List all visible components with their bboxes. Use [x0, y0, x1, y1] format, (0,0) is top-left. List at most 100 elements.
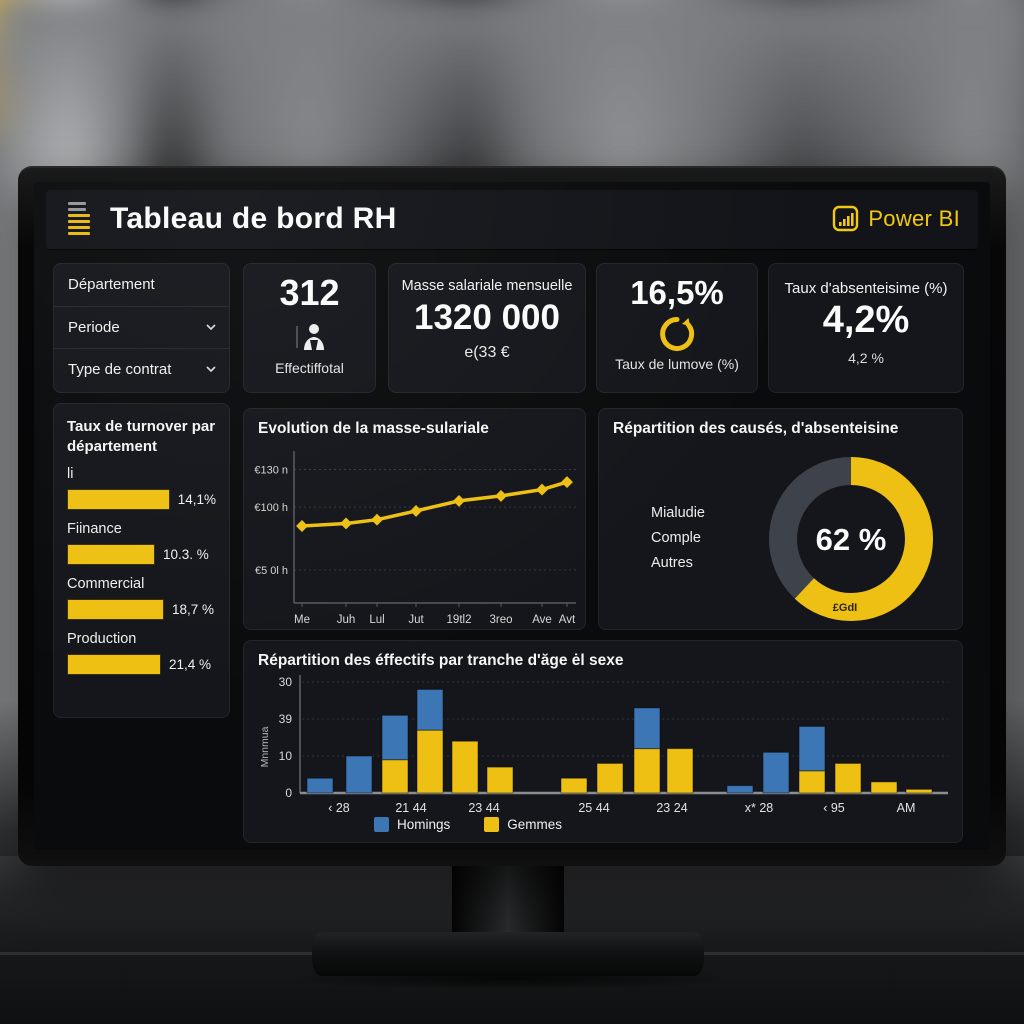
- turnover-value-label: 14,1%: [177, 492, 216, 507]
- bar-segment-homings: [762, 751, 790, 794]
- turnover-bar[interactable]: [67, 654, 161, 675]
- filters-panel: Département Periode Type de contrat: [53, 263, 230, 393]
- refresh-icon: [660, 317, 695, 351]
- kpi-turnover-value: 16,5%: [630, 274, 724, 311]
- turnover-item-production: Production 21,4 %: [67, 631, 216, 675]
- absenteisme-donut-chart: 62 % £GdI: [769, 457, 933, 621]
- monitor-stand-neck: [452, 860, 564, 938]
- masse-salariale-line-chart-panel: Evolution de la masse-sulariale €130 n €1…: [243, 408, 586, 630]
- data-point-marker: [495, 489, 507, 502]
- bar-chart-legend: Homings Gemmes: [374, 817, 562, 832]
- bar-segment-homings: [381, 714, 409, 761]
- donut-legend-item[interactable]: Mialudie: [651, 505, 705, 521]
- turnover-bar[interactable]: [67, 599, 164, 620]
- x-tick-label: 25 44: [578, 801, 609, 815]
- masse-salariale-line-chart: €130 n €100 h €5 0l h Me Juh Lul Jut 19tl2 3reo A…: [254, 451, 576, 626]
- y-axis-title: Mnnmua: [259, 726, 271, 767]
- x-tick-label: Me: [294, 614, 310, 626]
- kpi-absenteisme-title: Taux d'absenteisime (%): [784, 280, 948, 297]
- filter-departement-label: Département: [68, 276, 155, 293]
- legend-swatch: [374, 817, 389, 832]
- x-tick-label: x* 28: [745, 801, 774, 815]
- turnover-category-label: li: [67, 466, 74, 482]
- kpi-absenteisme-subvalue: 4,2 %: [848, 350, 884, 366]
- x-tick-label: 3reo: [489, 614, 512, 626]
- turnover-category-label: Commercial: [67, 576, 145, 592]
- data-point-marker: [410, 505, 422, 517]
- y-tick-label: 30: [279, 675, 293, 689]
- powerbi-brand: Power BI: [832, 205, 960, 232]
- bar-segment-homings: [345, 755, 373, 794]
- bar-segment-homings: [798, 725, 826, 772]
- absenteisme-donut-panel: Répartition des causés, d'absenteisine M…: [598, 408, 963, 630]
- donut-chart-title: Répartition des causés, d'absenteisine: [613, 420, 899, 437]
- bar-segment-homings: [306, 777, 334, 794]
- person-icon: [295, 324, 324, 350]
- legend-swatch: [484, 817, 500, 832]
- data-point-marker: [453, 494, 465, 507]
- turnover-panel-title: Taux de turnover par département: [67, 418, 216, 455]
- filter-type-contrat-label: Type de contrat: [68, 361, 172, 378]
- y-tick-label: €100 h: [254, 502, 288, 514]
- line-chart-title: Evolution de la masse-sulariale: [258, 420, 489, 437]
- dashboard-header: Tableau de bord RH Power BI: [46, 190, 978, 250]
- x-tick-label: ‹ 95: [823, 801, 845, 815]
- turnover-by-department-panel: Taux de turnover par département li 14,1%…: [53, 403, 230, 718]
- data-point-marker: [340, 517, 352, 530]
- bar-segment-gemmes: [451, 740, 479, 794]
- data-point-marker: [561, 476, 573, 489]
- bar-segment-gemmes: [596, 762, 624, 794]
- bar-segment-gemmes: [905, 788, 933, 794]
- bar-segment-homings: [633, 707, 661, 750]
- x-tick-label: 19tl2: [447, 614, 472, 626]
- turnover-item-fiinance: Fiinance 10.3. %: [67, 521, 216, 565]
- kpi-effectif-value: 312: [279, 272, 340, 313]
- kpi-absenteisme-value: 4,2%: [822, 299, 910, 341]
- x-tick-label: Avt: [559, 614, 576, 626]
- legend-label: Homings: [397, 817, 451, 832]
- x-tick-label: 23 44: [468, 801, 499, 815]
- y-tick-label: 39: [279, 712, 293, 726]
- x-tick-label: Ave: [532, 614, 552, 626]
- filter-departement[interactable]: Département: [54, 264, 229, 306]
- bar-segment-gemmes: [381, 759, 409, 794]
- filter-type-contrat[interactable]: Type de contrat: [54, 348, 229, 390]
- turnover-value-label: 10.3. %: [163, 547, 209, 562]
- powerbi-logo-icon: [833, 205, 859, 232]
- powerbi-brand-label: Power BI: [868, 205, 960, 231]
- bar-segment-gemmes: [633, 748, 661, 794]
- bar-segment-homings: [726, 785, 754, 794]
- y-tick-label: 10: [279, 749, 293, 763]
- x-tick-label: 21 44: [395, 801, 426, 815]
- data-point-marker: [371, 513, 383, 526]
- bar-legend-item-homings[interactable]: Homings: [374, 817, 450, 832]
- bar-legend-item-gemmes[interactable]: Gemmes: [484, 817, 562, 832]
- turnover-bar[interactable]: [67, 544, 155, 565]
- data-point-marker: [296, 520, 308, 532]
- y-tick-label: 0: [285, 786, 292, 800]
- bar-segment-gemmes: [834, 762, 862, 794]
- kpi-masse-subvalue: e(33 €: [464, 344, 510, 361]
- data-point-marker: [536, 483, 548, 496]
- filter-periode[interactable]: Periode: [54, 306, 229, 348]
- menu-icon[interactable]: [68, 202, 92, 238]
- page-title: Tableau de bord RH: [110, 202, 397, 235]
- x-tick-label: 23 24: [656, 801, 687, 815]
- kpi-absenteisme-card: Taux d'absenteisime (%) 4,2% 4,2 %: [768, 263, 964, 393]
- monitor-stand-base: [312, 932, 704, 976]
- turnover-bar[interactable]: [67, 489, 170, 510]
- kpi-effectif-label: Effectiffotal: [275, 360, 344, 376]
- donut-legend-item[interactable]: Comple: [651, 530, 701, 546]
- x-tick-label: AM: [897, 801, 916, 815]
- donut-legend-item[interactable]: Autres: [651, 555, 693, 571]
- donut-slice-main: [769, 457, 933, 621]
- kpi-turnover-card: 16,5% Taux de lumove (%): [596, 263, 758, 393]
- bar-segment-gemmes: [560, 777, 588, 794]
- bar-segment-gemmes: [486, 766, 514, 794]
- chevron-down-icon: [206, 366, 216, 373]
- monitor-screen: Tableau de bord RH Power BI Département …: [34, 182, 990, 850]
- bar-chart-title: Répartition des éffectifs par tranche d'…: [258, 652, 624, 669]
- turnover-bar-list: li 14,1% Fiinance 10.3. % Commercial 18,7 % Pr…: [67, 466, 216, 675]
- donut-center-value: 62 %: [816, 522, 887, 557]
- effectifs-stacked-bar-chart: 30 39 10 0 Mnnmua ‹ 28 21 44 23 44 25 44 23 24 x* …: [259, 675, 948, 815]
